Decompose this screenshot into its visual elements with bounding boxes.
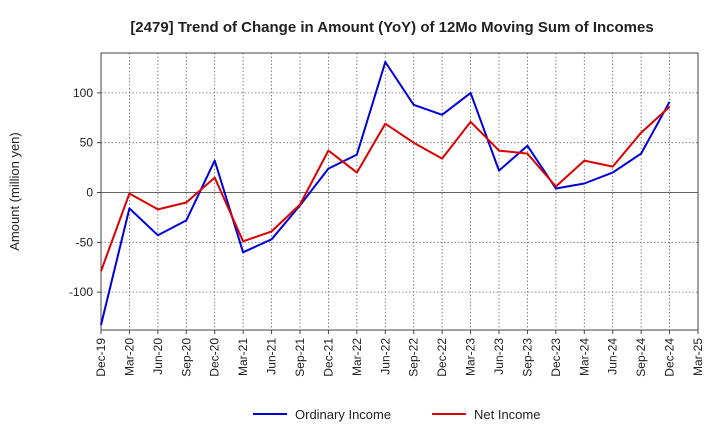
x-tick-label: Mar-25	[691, 338, 705, 376]
x-tick-label: Jun-23	[492, 338, 506, 375]
y-tick-label: -100	[69, 285, 93, 299]
x-tick-label: Jun-20	[151, 338, 165, 375]
x-tick-label: Dec-19	[94, 338, 108, 377]
x-tick-label: Sep-21	[293, 338, 307, 377]
x-tick-label: Dec-24	[663, 338, 677, 377]
x-tick-label: Mar-23	[464, 338, 478, 376]
x-tick-label: Mar-24	[577, 338, 591, 376]
chart-title: [2479] Trend of Change in Amount (YoY) o…	[130, 19, 653, 36]
x-tick-label: Mar-20	[122, 338, 136, 376]
x-tick-label: Sep-22	[407, 338, 421, 377]
x-axis-ticks: Dec-19 Mar-20 Jun-20 Sep-20 Dec-20 Mar-21 Jun-…	[94, 330, 705, 377]
series-layer	[100, 61, 671, 326]
x-tick-label: Mar-21	[236, 338, 250, 376]
series-line-net-income	[100, 106, 671, 272]
y-tick-label: 100	[73, 86, 93, 100]
x-tick-label: Jun-24	[606, 338, 620, 375]
x-tick-label: Jun-21	[265, 338, 279, 375]
y-tick-label: 0	[86, 185, 93, 199]
x-tick-label: Dec-20	[208, 338, 222, 377]
x-tick-label: Sep-20	[179, 338, 193, 377]
y-axis-label: Amount (million yen)	[7, 132, 22, 251]
x-tick-label: Dec-22	[435, 338, 449, 377]
y-axis-ticks: 100 50 0 -50 -100	[69, 86, 101, 299]
series-line-ordinary-income	[100, 61, 671, 326]
x-tick-label: Dec-23	[549, 338, 563, 377]
x-tick-label: Jun-22	[378, 338, 392, 375]
grid	[101, 53, 698, 330]
x-tick-label: Dec-21	[321, 338, 335, 377]
x-tick-label: Mar-22	[350, 338, 364, 376]
x-tick-label: Sep-24	[634, 338, 648, 377]
legend: Ordinary Income Net Income	[253, 407, 540, 422]
plot-area-frame	[100, 52, 699, 331]
legend-label: Net Income	[474, 407, 540, 422]
y-tick-label: 50	[80, 136, 94, 150]
legend-label: Ordinary Income	[295, 407, 391, 422]
y-tick-label: -50	[76, 235, 94, 249]
x-tick-label: Sep-23	[520, 338, 534, 377]
